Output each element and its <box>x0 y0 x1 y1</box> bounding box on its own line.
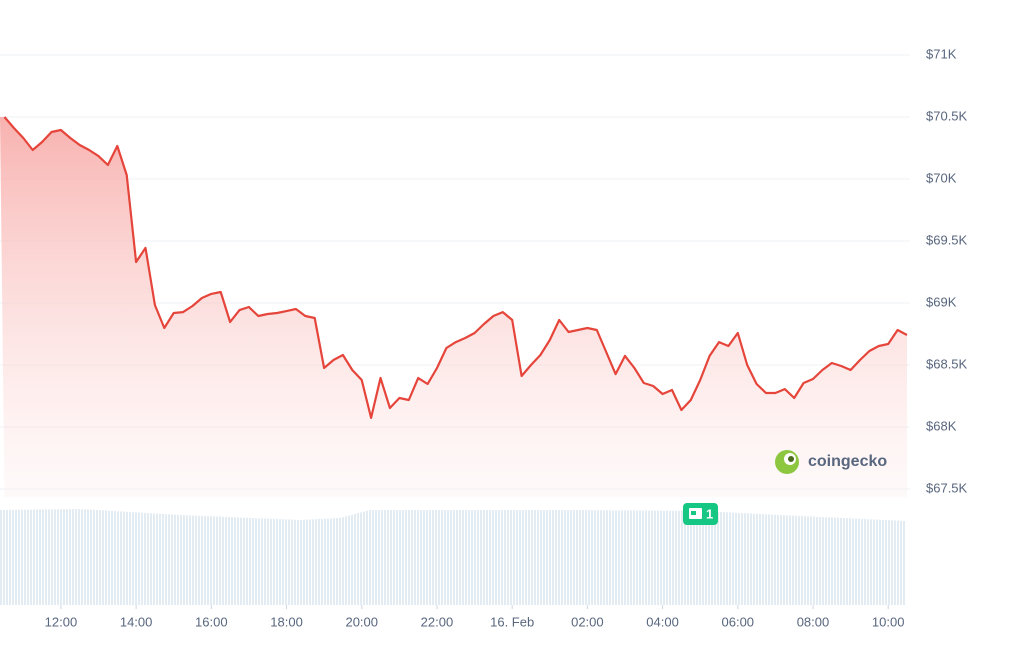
y-tick-label: $68K <box>926 418 957 433</box>
volume-band <box>0 509 906 605</box>
x-tick-label: 16. Feb <box>490 614 534 629</box>
y-tick-label: $69K <box>926 294 957 309</box>
x-tick-label: 16:00 <box>195 614 228 629</box>
y-tick-label: $68.5K <box>926 356 968 371</box>
x-tick-label: 02:00 <box>571 614 604 629</box>
watermark-text: coingecko <box>808 453 887 470</box>
news-badge[interactable]: 1 <box>683 503 718 525</box>
y-tick-label: $71K <box>926 46 957 61</box>
x-tick-label: 06:00 <box>722 614 755 629</box>
price-line <box>3 116 908 419</box>
x-tick-label: 20:00 <box>345 614 378 629</box>
x-tick-label: 04:00 <box>646 614 679 629</box>
x-tick-label: 10:00 <box>872 614 905 629</box>
x-tick-label: 08:00 <box>797 614 830 629</box>
x-tick-label: 12:00 <box>45 614 78 629</box>
x-tick-label: 22:00 <box>421 614 454 629</box>
x-tick-label: 14:00 <box>120 614 153 629</box>
y-tick-label: $70K <box>926 170 957 185</box>
news-count[interactable]: 1 <box>706 506 713 521</box>
x-tick-label: 18:00 <box>270 614 303 629</box>
price-area <box>0 117 907 497</box>
watermark: coingecko <box>775 450 887 474</box>
y-tick-label: $69.5K <box>926 232 968 247</box>
y-tick-label: $70.5K <box>926 108 968 123</box>
y-tick-label: $67.5K <box>926 480 968 495</box>
